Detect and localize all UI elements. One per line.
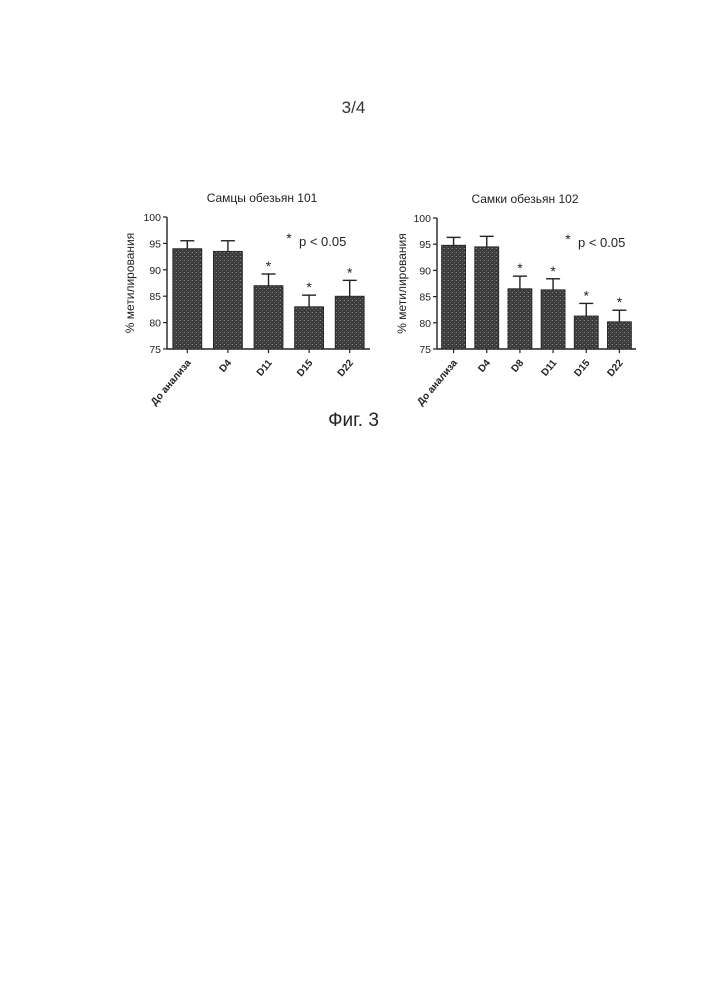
annotation-marker: * <box>286 230 292 246</box>
bar <box>607 322 631 349</box>
y-tick-label: 100 <box>143 212 161 224</box>
significance-marker: * <box>347 264 353 280</box>
bar <box>475 247 499 349</box>
bar <box>254 286 283 349</box>
bar <box>541 290 565 349</box>
chart-title: Самки обезьян 102 <box>471 192 578 206</box>
annotation-text: p < 0.05 <box>299 234 346 249</box>
x-tick-label: D22 <box>336 358 357 379</box>
annotation-marker: * <box>565 231 571 247</box>
significance-marker: * <box>517 260 523 276</box>
x-tick-label: D15 <box>572 358 593 379</box>
significance-marker: * <box>550 263 556 279</box>
chart-title: Самцы обезьян 101 <box>207 191 318 205</box>
significance-marker: * <box>617 294 623 310</box>
bar <box>173 249 202 349</box>
bar <box>335 296 364 349</box>
bar <box>213 251 242 349</box>
y-tick-label: 85 <box>419 292 431 304</box>
y-tick-label: 80 <box>149 318 161 330</box>
x-tick-label: D11 <box>540 358 560 379</box>
significance-marker: * <box>266 258 272 274</box>
y-tick-label: 95 <box>149 238 161 250</box>
y-axis-label: % метилирования <box>123 233 137 334</box>
x-tick-label: D22 <box>605 358 626 379</box>
bar <box>442 245 466 349</box>
y-tick-label: 75 <box>149 344 161 356</box>
x-tick-label: D8 <box>510 358 527 375</box>
figure-caption: Фиг. 3 <box>0 410 707 432</box>
x-tick-label: D4 <box>218 358 235 375</box>
x-tick-label: До анализа <box>415 358 460 408</box>
x-tick-label: D4 <box>476 358 493 375</box>
x-tick-label: D15 <box>295 358 316 379</box>
y-tick-label: 85 <box>149 291 161 303</box>
y-tick-label: 75 <box>419 344 431 356</box>
annotation-text: p < 0.05 <box>578 235 625 250</box>
bar <box>574 316 598 349</box>
y-tick-label: 100 <box>413 213 431 225</box>
y-tick-label: 80 <box>419 318 431 330</box>
bar <box>295 307 324 349</box>
x-tick-label: D11 <box>255 358 275 379</box>
y-axis-label: % метилирования <box>395 233 409 334</box>
significance-marker: * <box>584 287 590 303</box>
y-tick-label: 90 <box>419 265 431 277</box>
significance-marker: * <box>306 279 312 295</box>
x-tick-label: До анализа <box>149 358 194 408</box>
y-tick-label: 95 <box>419 239 431 251</box>
bar <box>508 289 532 349</box>
y-tick-label: 90 <box>149 265 161 277</box>
